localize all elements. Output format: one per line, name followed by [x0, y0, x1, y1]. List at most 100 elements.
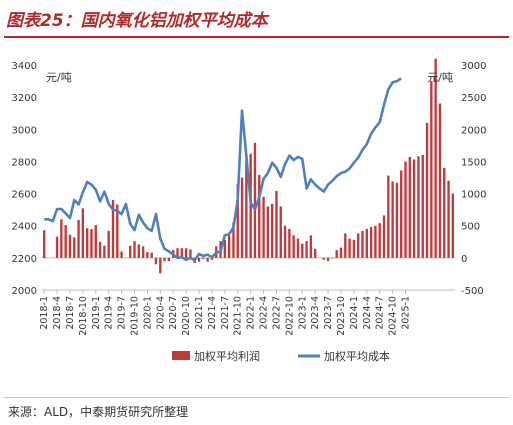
- x-tick-label: 2020-10: [181, 296, 192, 336]
- profit-bar: [120, 251, 123, 258]
- profit-bar: [90, 228, 93, 258]
- profit-bar: [258, 174, 261, 258]
- profit-bar: [223, 239, 227, 258]
- profit-bar: [103, 245, 106, 258]
- labels-group: 2000 2200 2400 2600 2800 3000 3200 3400 -500 0 500…: [12, 61, 487, 336]
- x-tick-label: 2024-10: [388, 296, 399, 336]
- left-tick-label: 3200: [12, 93, 37, 104]
- profit-bar: [447, 180, 450, 258]
- x-tick-label: 2021-4: [207, 296, 218, 330]
- x-tick-label: 2019-7: [117, 296, 128, 330]
- x-tick-label: 2018-1: [39, 296, 50, 330]
- profit-bar: [154, 257, 158, 265]
- profit-bar: [301, 243, 304, 258]
- footer-rule: [4, 397, 509, 398]
- profit-bar: [240, 177, 244, 258]
- x-tick-label: 2021-10: [233, 296, 244, 336]
- x-tick-label: 2018-10: [78, 296, 89, 336]
- bars-group: [42, 58, 455, 274]
- left-tick-label: 2400: [12, 222, 37, 233]
- profit-bar: [313, 248, 317, 258]
- profit-bar: [146, 252, 149, 258]
- chart-title: 图表25：国内氧化铝加权平均成本: [6, 11, 268, 31]
- profit-bar: [116, 204, 119, 258]
- profit-bar: [232, 222, 235, 258]
- profit-bar: [387, 175, 390, 258]
- left-tick-label: 2800: [12, 157, 37, 168]
- x-tick-label: 2019-1: [91, 296, 102, 330]
- right-axis-unit: 元/吨: [427, 71, 453, 84]
- profit-bar: [55, 236, 59, 258]
- x-tick-label: 2020-1: [142, 296, 153, 330]
- profit-bar: [322, 257, 325, 260]
- profit-bar: [361, 230, 364, 258]
- profit-bar: [292, 235, 295, 258]
- profit-bar: [210, 257, 214, 260]
- profit-bar: [137, 244, 140, 258]
- profit-bar: [395, 182, 399, 258]
- x-tick-label: 2022-7: [271, 296, 282, 330]
- profit-bar: [296, 238, 300, 258]
- x-tick-label: 2024-1: [349, 296, 360, 330]
- profit-bar: [197, 257, 201, 262]
- profit-bar: [42, 230, 46, 258]
- profit-bar: [262, 196, 265, 258]
- profit-bar: [378, 223, 381, 258]
- profit-bar: [408, 156, 412, 258]
- profit-bar: [202, 257, 205, 260]
- profit-bar: [270, 203, 274, 258]
- right-tick-label: 1000: [461, 190, 486, 201]
- profit-bar: [253, 142, 257, 258]
- line-group: [44, 77, 402, 262]
- profit-bar: [81, 208, 85, 258]
- profit-bar: [391, 181, 394, 258]
- profit-bar: [245, 158, 248, 258]
- right-tick-label: 1500: [461, 157, 486, 168]
- profit-bar: [129, 245, 132, 258]
- profit-bar: [163, 257, 166, 262]
- x-tick-label: 2020-4: [155, 296, 166, 330]
- x-tick-label: 2023-1: [297, 296, 308, 330]
- x-tick-label: 2018-4: [52, 296, 63, 330]
- profit-bar: [357, 233, 360, 258]
- profit-bar: [430, 81, 433, 258]
- profit-bar: [180, 248, 184, 258]
- profit-bar: [141, 246, 145, 258]
- profit-bar: [68, 234, 72, 258]
- profit-bar: [275, 191, 278, 258]
- x-tick-label: 2021-1: [194, 296, 205, 330]
- profit-bar: [382, 215, 386, 258]
- x-tick-label: 2018-7: [65, 296, 76, 330]
- profit-bar: [77, 219, 80, 258]
- profit-bar: [60, 219, 63, 258]
- profit-bar: [404, 161, 407, 258]
- profit-bar: [335, 250, 338, 258]
- right-tick-label: 3000: [461, 61, 486, 72]
- profit-bar: [309, 235, 313, 258]
- right-tick-label: 0: [461, 254, 467, 265]
- right-tick-label: -500: [461, 286, 484, 297]
- profit-bar: [98, 241, 102, 258]
- x-tick-label: 2024-7: [375, 296, 386, 330]
- right-tick-label: 2500: [461, 93, 486, 104]
- left-tick-label: 3000: [12, 125, 37, 136]
- axes-group: [42, 257, 455, 294]
- cost-line: [44, 77, 402, 262]
- left-tick-label: 2000: [12, 286, 37, 297]
- profit-bar: [279, 206, 282, 258]
- source-note: 来源：ALD，中泰期货研究所整理: [8, 405, 189, 419]
- profit-bar: [184, 248, 188, 258]
- profit-bar: [159, 257, 162, 274]
- legend-group: 加权平均利润 加权平均成本: [172, 349, 390, 363]
- profit-bar: [425, 122, 429, 258]
- profit-bar: [167, 257, 171, 262]
- x-tick-label: 2023-7: [323, 296, 334, 330]
- profit-bar: [107, 230, 110, 258]
- x-tick-label: 2019-4: [104, 296, 115, 330]
- profit-bar: [326, 257, 330, 262]
- profit-bar: [412, 159, 416, 258]
- x-tick-label: 2022-1: [246, 296, 257, 330]
- x-tick-label: 2022-10: [284, 296, 295, 336]
- profit-bar: [249, 153, 252, 258]
- x-tick-label: 2023-10: [336, 296, 347, 336]
